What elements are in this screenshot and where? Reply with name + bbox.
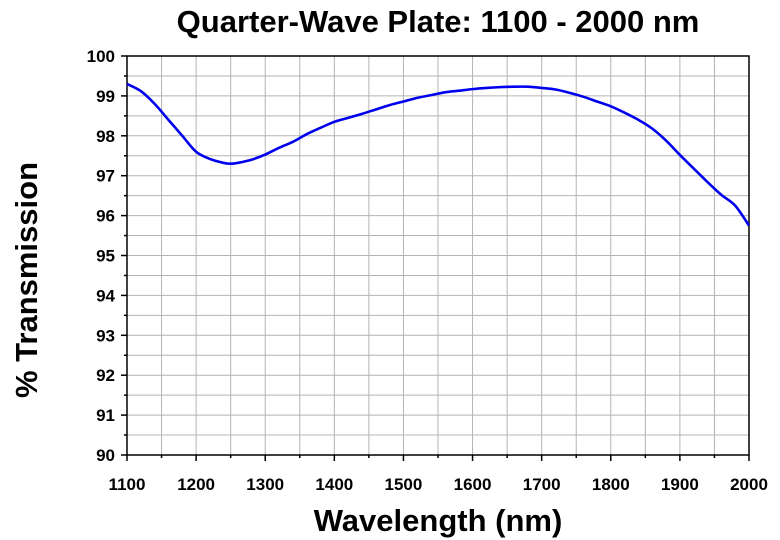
x-axis-label: Wavelength (nm) — [314, 503, 563, 538]
y-tick-label: 94 — [96, 286, 115, 305]
plot-frame — [126, 55, 750, 456]
x-tick-label: 2000 — [730, 475, 768, 494]
y-tick-label: 92 — [96, 366, 115, 385]
x-tick-label: 1700 — [523, 475, 561, 494]
y-tick-label: 91 — [96, 406, 115, 425]
x-tick-label: 1400 — [315, 475, 353, 494]
x-tick-label: 1800 — [592, 475, 630, 494]
grid — [126, 55, 750, 456]
tick-labels: 1100 1200 1300 1400 1500 1600 1700 1800 1900 2000… — [87, 47, 768, 494]
y-tick-label: 90 — [96, 446, 115, 465]
x-tick-label: 1100 — [109, 475, 146, 494]
y-tick-label: 93 — [96, 326, 115, 345]
series-layer — [126, 82, 751, 227]
y-axis-label: % Transmission — [9, 162, 44, 398]
x-tick-label: 1200 — [177, 475, 215, 494]
y-tick-label: 97 — [96, 167, 115, 186]
x-tick-label: 1500 — [385, 475, 423, 494]
x-tick-label: 1600 — [454, 475, 492, 494]
y-tick-label: 98 — [96, 127, 115, 146]
y-tick-label: 100 — [87, 47, 115, 66]
transmission-series-line — [126, 82, 751, 227]
x-tick-label: 1300 — [246, 475, 284, 494]
chart-title: Quarter-Wave Plate: 1100 - 2000 nm — [177, 4, 700, 39]
y-tick-label: 99 — [96, 87, 115, 106]
y-tick-label: 95 — [96, 247, 115, 266]
y-tick-label: 96 — [96, 207, 115, 226]
axis-ticks — [121, 55, 750, 461]
x-tick-label: 1900 — [661, 475, 699, 494]
